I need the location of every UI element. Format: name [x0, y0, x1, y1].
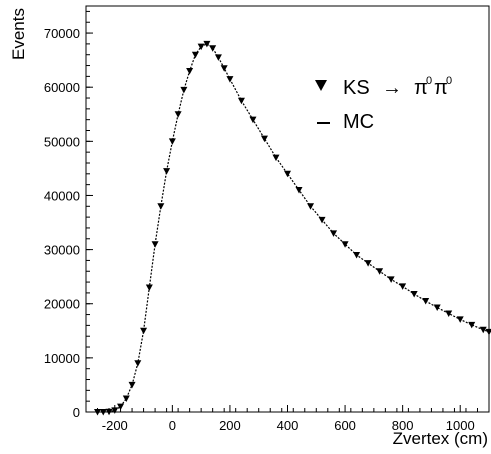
x-tick-label-4: 600	[334, 418, 356, 433]
series-data	[94, 40, 491, 416]
data-point	[94, 409, 102, 416]
data-point	[140, 327, 148, 335]
data-point	[191, 51, 199, 59]
legend-data-marker	[315, 80, 327, 91]
y-axis-label: Events	[9, 8, 28, 60]
data-point	[479, 326, 487, 334]
data-point	[307, 203, 315, 210]
data-point	[318, 216, 326, 224]
data-point	[157, 203, 165, 210]
data-point	[249, 116, 257, 124]
legend-data-label-sup-2: 0	[446, 75, 452, 87]
x-tick-label-3: 400	[277, 418, 299, 433]
x-tick-label-2: 200	[219, 418, 241, 433]
legend-mc-label: MC	[343, 111, 374, 133]
data-point	[99, 409, 107, 416]
series-mc	[97, 43, 490, 413]
legend-data-label-main: KS	[343, 77, 370, 99]
mc-line	[97, 43, 490, 413]
data-point	[456, 316, 464, 323]
plot-frame	[85, 5, 490, 413]
y-tick-label-7: 70000	[44, 26, 80, 41]
data-point	[237, 97, 245, 105]
data-point	[433, 304, 441, 312]
y-tick-label-5: 50000	[44, 134, 80, 149]
legend: KS → π 0 π 0 MC	[315, 75, 452, 133]
data-point	[422, 298, 430, 305]
data-point	[341, 241, 349, 248]
data-point	[485, 328, 491, 336]
data-point	[220, 65, 228, 72]
legend-data-label-pi-1: π	[414, 77, 428, 99]
data-point	[105, 408, 113, 416]
y-tick-label-2: 20000	[44, 297, 80, 312]
data-point	[284, 170, 291, 178]
data-point	[151, 241, 159, 248]
data-point	[203, 40, 211, 48]
data-point	[468, 321, 476, 329]
legend-data-label-sup-1: 0	[426, 75, 432, 87]
data-point	[128, 381, 136, 389]
data-point	[387, 276, 395, 283]
data-point	[226, 76, 234, 83]
data-point	[197, 43, 205, 51]
x-axis-label: Zvertex (cm)	[393, 429, 488, 448]
x-tick-label-6: 1000	[446, 418, 475, 433]
x-axis: -200 0 200 400 600 800 1000	[85, 405, 490, 433]
y-tick-label-0: 0	[73, 405, 80, 420]
data-point	[209, 45, 217, 52]
data-point	[353, 252, 361, 259]
data-point	[180, 86, 188, 94]
data-point	[410, 290, 418, 298]
data-point	[117, 403, 125, 411]
data-point	[272, 154, 280, 162]
y-tick-label-6: 60000	[44, 80, 80, 95]
legend-data-label-arrow: →	[382, 77, 402, 99]
data-point	[145, 284, 153, 291]
data-point	[214, 54, 222, 61]
data-point	[163, 168, 171, 175]
data-point	[174, 111, 182, 118]
data-point	[445, 310, 453, 317]
y-axis: 0 10000 20000 30000 40000 50000 60000 70000	[44, 10, 93, 420]
data-point	[260, 135, 268, 143]
x-tick-label-5: 800	[392, 418, 414, 433]
data-point	[295, 187, 303, 194]
data-point	[111, 407, 119, 414]
data-point	[122, 395, 130, 402]
data-point	[399, 283, 407, 290]
data-point	[364, 260, 372, 267]
data-point	[134, 360, 142, 367]
data-point	[186, 67, 194, 75]
legend-data-label-pi-2: π	[434, 77, 448, 99]
x-tick-label-1: 0	[169, 418, 176, 433]
data-point	[376, 268, 384, 275]
y-tick-label-4: 40000	[44, 188, 80, 203]
y-tick-label-1: 10000	[44, 351, 80, 366]
data-point	[330, 230, 338, 237]
x-tick-label-0: -200	[102, 418, 128, 433]
data-point	[168, 138, 176, 145]
y-tick-label-3: 30000	[44, 243, 80, 258]
